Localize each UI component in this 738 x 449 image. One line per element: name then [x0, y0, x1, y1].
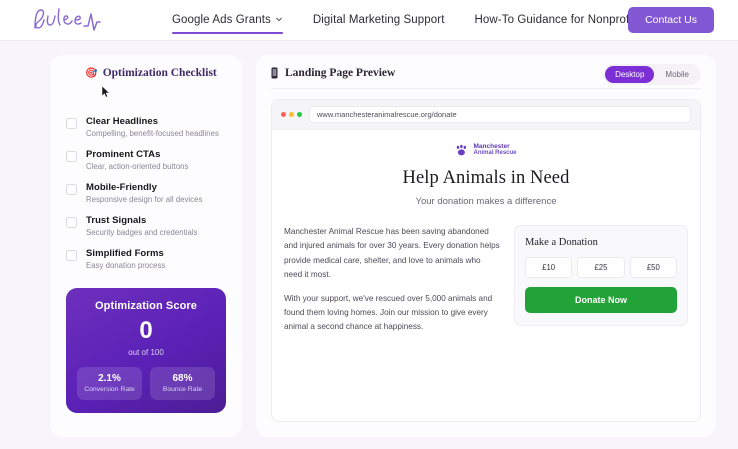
site-body-copy: Manchester Animal Rescue has been saving… [284, 225, 500, 334]
score-value: 0 [139, 317, 153, 344]
landing-page-preview-card: Landing Page Preview Desktop Mobile www.… [256, 55, 716, 437]
stat-label: Bounce Rate [162, 386, 203, 393]
device-toggle: Desktop Mobile [603, 64, 701, 85]
stat-label: Conversion Rate [84, 386, 135, 393]
score-out-of: out of 100 [128, 348, 164, 357]
donation-card: Make a Donation £10 £25 £50 Donate Now [513, 225, 688, 327]
site-content-row: Manchester Animal Rescue has been saving… [284, 225, 688, 334]
site-brand: Manchester Animal Rescue [284, 143, 688, 157]
top-navigation-bar: Google Ads Grants Digital Marketing Supp… [0, 0, 738, 41]
stat-value: 2.1% [98, 373, 121, 384]
checklist-item-sublabel: Compelling, benefit-focused headlines [86, 129, 219, 138]
checklist-item-label: Mobile-Friendly [86, 182, 157, 193]
checklist-item-label: Trust Signals [86, 215, 147, 226]
close-dot-icon [281, 112, 286, 117]
site-brand-line1: Manchester [473, 143, 510, 150]
checkbox[interactable] [66, 250, 77, 261]
preview-header: Landing Page Preview Desktop Mobile [271, 64, 701, 89]
site-headline: Help Animals in Need [402, 168, 570, 189]
checklist-item-label: Clear Headlines [86, 116, 159, 127]
preview-title: Landing Page Preview [285, 67, 396, 79]
stat-value: 68% [172, 373, 193, 384]
device-toggle-mobile[interactable]: Mobile [655, 66, 699, 83]
main-nav: Google Ads Grants Digital Marketing Supp… [172, 0, 641, 40]
checklist-item-sublabel: Security badges and credentials [86, 228, 198, 237]
checklist-item-sublabel: Clear, action-oriented buttons [86, 162, 189, 171]
mouse-cursor-icon [101, 85, 110, 98]
device-toggle-desktop[interactable]: Desktop [605, 66, 655, 83]
window-control-dots [281, 112, 302, 117]
nav-item-digital-marketing-support[interactable]: Digital Marketing Support [313, 0, 445, 40]
maximize-dot-icon [297, 112, 302, 117]
checklist-item-sublabel: Easy donation process [86, 261, 166, 270]
paw-print-icon [457, 144, 467, 156]
score-title: Optimization Score [94, 300, 198, 312]
site-paragraph: Manchester Animal Rescue has been saving… [284, 227, 500, 279]
checklist-item-label: Simplified Forms [86, 248, 164, 259]
optimization-score-card: Optimization Score 0 out of 100 2.1% Con… [66, 288, 226, 413]
site-brand-text: Manchester Animal Rescue [473, 143, 516, 157]
checklist-item-mobile-friendly[interactable]: Mobile-Friendly Responsive design for al… [66, 182, 226, 204]
checkbox[interactable] [66, 118, 77, 129]
checkbox[interactable] [66, 151, 77, 162]
donation-amount-options: £10 £25 £50 [524, 257, 678, 279]
donation-amount-25[interactable]: £25 [577, 257, 625, 279]
chevron-down-icon [276, 17, 282, 22]
minimize-dot-icon [289, 112, 294, 117]
preview-page-content: Manchester Animal Rescue Help Animals in… [272, 130, 700, 344]
site-brand-line2: Animal Rescue [473, 150, 517, 157]
optimization-checklist-card: 🎯 Optimization Checklist Clear Headlines… [50, 55, 242, 437]
dart-target-icon: 🎯 [85, 67, 98, 79]
checklist-item-label: Prominent CTAs [86, 149, 161, 160]
checklist-item-simplified-forms[interactable]: Simplified Forms Easy donation process [66, 248, 226, 270]
pulse-logo[interactable] [28, 3, 124, 37]
checkbox[interactable] [66, 184, 77, 195]
pulse-logo-icon [34, 8, 101, 31]
nav-item-label: Google Ads Grants [172, 14, 271, 26]
page-body: 🎯 Optimization Checklist Clear Headlines… [0, 41, 738, 449]
nav-item-google-ads-grants[interactable]: Google Ads Grants [172, 0, 283, 40]
browser-mockup: www.manchesteranimalrescue.org/donate Ma… [271, 99, 701, 422]
nav-item-label: How-To Guidance for Nonprofits [474, 14, 642, 26]
stat-bounce-rate: 68% Bounce Rate [150, 367, 215, 400]
mobile-phone-icon [271, 67, 278, 79]
checklist-item-clear-headlines[interactable]: Clear Headlines Compelling, benefit-focu… [66, 116, 226, 138]
donation-title: Make a Donation [524, 237, 598, 249]
contact-us-button[interactable]: Contact Us [628, 7, 714, 33]
stat-conversion-rate: 2.1% Conversion Rate [77, 367, 142, 400]
nav-item-how-to-guidance[interactable]: How-To Guidance for Nonprofits [475, 0, 642, 40]
url-bar[interactable]: www.manchesteranimalrescue.org/donate [309, 106, 691, 123]
site-paragraph: With your support, we've rescued over 5,… [284, 293, 493, 332]
checklist-item-sublabel: Responsive design for all devices [86, 195, 203, 204]
nav-item-label: Digital Marketing Support [312, 14, 445, 26]
checklist-item-prominent-ctas[interactable]: Prominent CTAs Clear, action-oriented bu… [66, 149, 226, 171]
checkbox[interactable] [66, 217, 77, 228]
donation-amount-10[interactable]: £10 [524, 257, 573, 279]
donation-amount-50[interactable]: £50 [629, 257, 678, 279]
score-stats: 2.1% Conversion Rate 68% Bounce Rate [77, 367, 215, 400]
checklist-title-label: Optimization Checklist [102, 67, 217, 79]
browser-toolbar: www.manchesteranimalrescue.org/donate [272, 100, 700, 130]
checklist-title: 🎯 Optimization Checklist [66, 67, 226, 79]
site-subheadline: Your donation makes a difference [415, 196, 557, 208]
checklist-item-trust-signals[interactable]: Trust Signals Security badges and creden… [66, 215, 226, 237]
donate-now-button[interactable]: Donate Now [524, 287, 677, 314]
